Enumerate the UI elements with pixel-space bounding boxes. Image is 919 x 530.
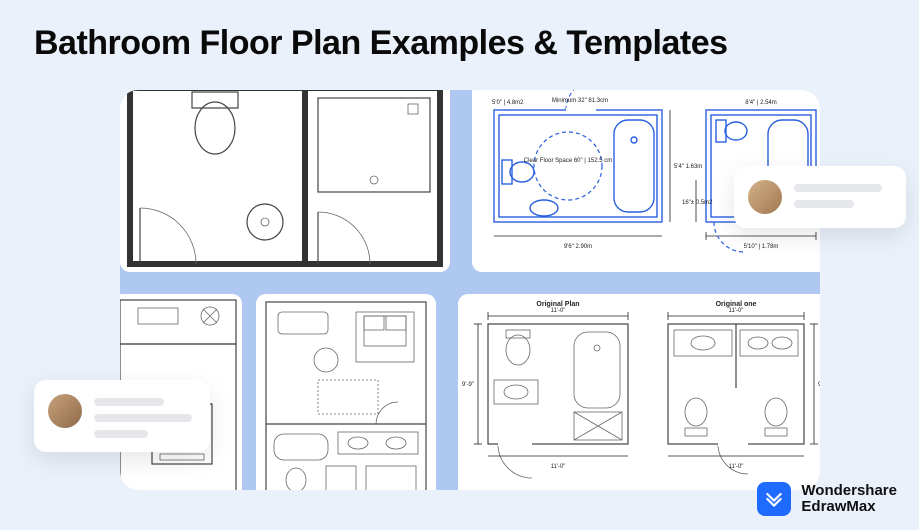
svg-text:5'4" 1.63m: 5'4" 1.63m xyxy=(674,164,702,170)
brand-badge: Wondershare EdrawMax xyxy=(757,482,897,516)
floorplan-top-left xyxy=(120,90,450,272)
template-canvas: Clear Floor Space 60" | 152.5 cm Minimum… xyxy=(120,90,820,490)
svg-text:9'6" 2.90m: 9'6" 2.90m xyxy=(564,244,592,250)
comment-lines xyxy=(794,180,882,208)
text-placeholder xyxy=(794,184,882,192)
comment-lines xyxy=(94,394,192,438)
text-placeholder xyxy=(94,430,148,438)
svg-text:11'-0": 11'-0" xyxy=(551,308,566,314)
comment-card-left[interactable] xyxy=(34,380,210,452)
svg-text:5'10" | 1.78m: 5'10" | 1.78m xyxy=(744,244,779,250)
svg-text:16"± 0.5m2: 16"± 0.5m2 xyxy=(682,200,713,206)
svg-text:Original Plan: Original Plan xyxy=(536,301,579,308)
svg-text:9'-9": 9'-9" xyxy=(818,382,820,388)
text-placeholder xyxy=(94,414,192,422)
svg-text:8'4" | 2.54m: 8'4" | 2.54m xyxy=(745,100,777,106)
text-placeholder xyxy=(794,200,854,208)
svg-text:11'-0": 11'-0" xyxy=(729,464,744,470)
text-placeholder xyxy=(94,398,164,406)
svg-text:11'-0": 11'-0" xyxy=(551,464,566,470)
avatar xyxy=(748,180,782,214)
svg-text:11'-0": 11'-0" xyxy=(729,308,744,314)
floorplan-br: Original Plan 11'-0" xyxy=(458,294,820,490)
avatar xyxy=(48,394,82,428)
brand-line2: EdrawMax xyxy=(801,499,897,515)
label-clear-space: Clear Floor Space 60" | 152.5 cm xyxy=(524,158,612,164)
svg-text:Minimum 32" 81.3cm: Minimum 32" 81.3cm xyxy=(552,98,608,104)
svg-text:5'0" | 4.8m2: 5'0" | 4.8m2 xyxy=(492,100,524,106)
tile-bottom-right[interactable]: Original Plan 11'-0" xyxy=(458,294,820,490)
tile-bottom-left-b[interactable] xyxy=(256,294,436,490)
floorplan-bl-b xyxy=(256,294,436,490)
tile-top-left[interactable] xyxy=(120,90,450,272)
brand-icon xyxy=(757,482,791,516)
svg-text:9'-9": 9'-9" xyxy=(462,382,474,388)
svg-text:Original one: Original one xyxy=(716,301,757,308)
page-title: Bathroom Floor Plan Examples & Templates xyxy=(34,24,728,63)
comment-card-right[interactable] xyxy=(734,166,906,228)
brand-line1: Wondershare xyxy=(801,483,897,499)
